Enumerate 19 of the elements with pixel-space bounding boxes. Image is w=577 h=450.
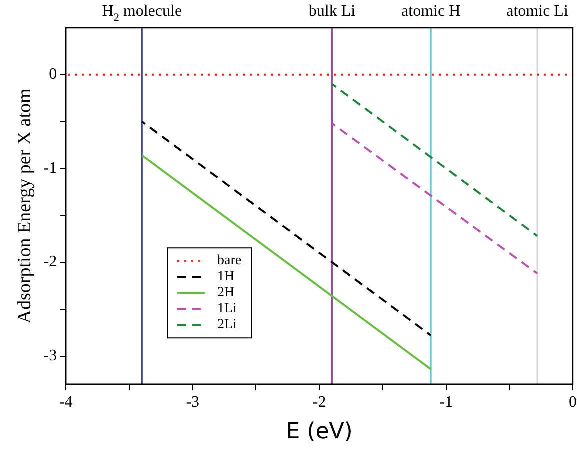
x-tick-label: -3 xyxy=(186,394,200,412)
y-tick-label: -2 xyxy=(44,254,58,271)
x-tick-label: -1 xyxy=(440,394,453,412)
y-tick-label: -3 xyxy=(44,347,58,364)
legend-label: 2Li xyxy=(218,318,238,333)
x-tick-label: -2 xyxy=(312,394,326,412)
y-axis-title: Adsorption Energy per X atom xyxy=(14,88,36,324)
legend-label: 1Li xyxy=(218,302,238,317)
y-tick-label: 0 xyxy=(49,66,58,84)
x-tick-label: -4 xyxy=(59,394,73,412)
ref-line-label: bulk Li xyxy=(308,3,356,20)
x-axis-title: E (eV) xyxy=(286,420,353,445)
legend-label: bare xyxy=(218,254,242,269)
ref-line-label: atomic Li xyxy=(506,3,569,20)
legend-label: 2H xyxy=(218,286,235,301)
legend-label: 1H xyxy=(218,270,235,285)
y-tick-label: -1 xyxy=(44,160,58,177)
ref-line-label: atomic H xyxy=(402,3,462,20)
x-tick-label: 0 xyxy=(569,394,577,412)
